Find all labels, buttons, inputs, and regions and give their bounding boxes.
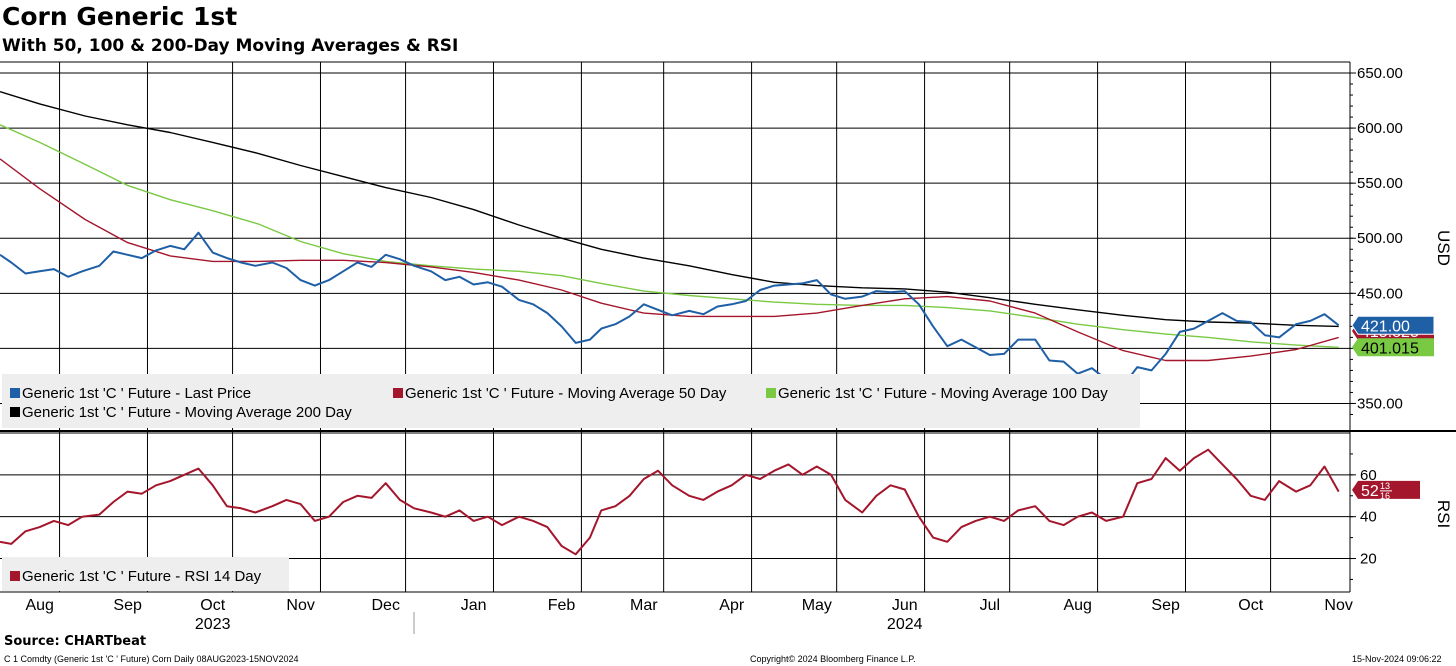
x-month-label: Mar (630, 597, 658, 614)
x-month-label: Aug (1063, 597, 1091, 614)
price-tick-label: 350.00 (1357, 395, 1403, 412)
last-label-price-text: 421.00 (1361, 318, 1410, 335)
x-month-label: Jul (980, 597, 1000, 614)
x-month-label: Oct (1238, 597, 1263, 614)
x-year-label: 2024 (887, 616, 923, 633)
x-month-label: Sep (1151, 597, 1180, 614)
rsi-legend-label: Generic 1st 'C ' Future - RSI 14 Day (22, 568, 262, 585)
rsi-axis-title: RSI (1434, 500, 1453, 528)
last-label-price: 421.00 (1351, 315, 1435, 335)
rsi-tick-label: 20 (1360, 551, 1377, 568)
x-month-label: Feb (548, 597, 576, 614)
price-legend-swatch (393, 388, 403, 398)
price-axis-title: USD (1434, 230, 1453, 266)
last-label-rsi-box (1352, 480, 1420, 499)
price-tick-label: 550.00 (1357, 175, 1403, 192)
price-legend-swatch (766, 388, 776, 398)
source-label: Source: CHARTbeat (4, 634, 147, 649)
x-month-label: Nov (1324, 597, 1352, 614)
x-month-label: Jan (461, 597, 487, 614)
price-legend-background (2, 374, 1140, 428)
series-ma200-line (0, 91, 1339, 328)
x-month-label: Nov (286, 597, 314, 614)
x-month-label: May (802, 597, 832, 614)
price-tick-label: 450.00 (1357, 285, 1403, 302)
series-rsi-line (0, 448, 1340, 556)
last-label-ma100: 401.015 (1352, 338, 1434, 357)
rsi-tick-label: 40 (1360, 509, 1377, 526)
footer-copyright: Copyright© 2024 Bloomberg Finance L.P. (750, 654, 916, 664)
last-label-price-box (1351, 315, 1435, 335)
footer-timestamp: 15-Nov-2024 09:06:22 (1352, 654, 1442, 664)
price-tick-label: 650.00 (1357, 65, 1403, 82)
x-month-label: Dec (371, 597, 399, 614)
x-month-label: Oct (200, 597, 225, 614)
price-legend-label: Generic 1st 'C ' Future - Moving Average… (22, 404, 352, 421)
price-legend-label: Generic 1st 'C ' Future - Last Price (22, 385, 251, 402)
price-legend-label: Generic 1st 'C ' Future - Moving Average… (778, 385, 1108, 402)
price-tick-label: 600.00 (1357, 120, 1403, 137)
series-ma50-line (0, 158, 1339, 362)
footer-left: C 1 Comdty (Generic 1st 'C ' Future) Cor… (4, 654, 299, 664)
x-month-label: Aug (25, 597, 53, 614)
x-month-label: Jun (892, 597, 918, 614)
x-month-label: Sep (113, 597, 142, 614)
price-legend-swatch (10, 388, 20, 398)
series-ma100-line (0, 124, 1339, 348)
chart-title: Corn Generic 1st (2, 2, 238, 31)
rsi-legend-background (2, 557, 289, 591)
last-label-rsi-denominator: 16 (1380, 491, 1390, 501)
last-label-ma100-text: 401.015 (1361, 340, 1419, 357)
x-year-label: 2023 (195, 616, 231, 633)
price-legend-swatch (10, 407, 20, 417)
chart-subtitle: With 50, 100 & 200-Day Moving Averages &… (2, 36, 459, 56)
rsi-tick-label: 60 (1360, 467, 1377, 484)
last-label-rsi-numerator: 13 (1380, 481, 1390, 491)
last-label-rsi-whole: 52 (1361, 483, 1379, 500)
series-last-price-line (0, 231, 1340, 387)
price-tick-label: 500.00 (1357, 230, 1403, 247)
rsi-legend-swatch (10, 571, 20, 581)
price-legend-label: Generic 1st 'C ' Future - Moving Average… (405, 385, 727, 402)
last-label-ma100-box (1352, 338, 1434, 357)
x-month-label: Apr (719, 597, 745, 614)
